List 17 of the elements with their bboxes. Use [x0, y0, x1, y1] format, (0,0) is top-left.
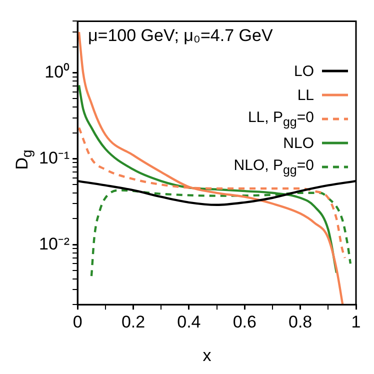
chart-title: μ=100 GeV; μ₀=4.7 GeV: [88, 26, 273, 46]
legend-label: LL, P$_{gg}$=0: [248, 109, 314, 129]
y-tick-label: 10⁻¹: [38, 148, 70, 168]
x-tick-label: 0.2: [121, 312, 146, 332]
x-axis-title: x: [202, 346, 212, 365]
y-tick-label: 10⁰: [44, 62, 70, 82]
line-series: [78, 30, 344, 305]
x-tick-label: 0.4: [177, 312, 201, 332]
legend-label: LL: [297, 86, 314, 104]
legend-label: NLO: [283, 134, 314, 152]
x-tick-label: 0: [72, 312, 82, 332]
x-tick-label: 0.6: [232, 312, 256, 332]
x-tick-label: 0.8: [288, 312, 312, 332]
y-tick-label: 10⁻²: [38, 234, 70, 254]
legend-label: NLO, P$_{gg}$=0: [234, 157, 314, 177]
legend-label: LO: [294, 62, 314, 80]
x-tick-label: 1: [351, 312, 361, 332]
